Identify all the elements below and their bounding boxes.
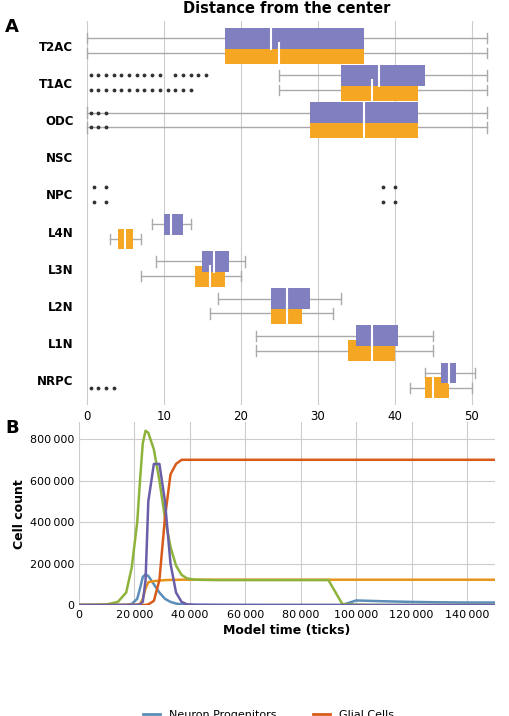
Bar	[271, 303, 302, 324]
Bar	[225, 28, 363, 49]
Bar	[340, 80, 417, 101]
Bar	[348, 340, 394, 361]
Bar	[355, 325, 398, 346]
Text: B: B	[5, 419, 19, 437]
Bar	[194, 266, 225, 286]
Bar	[309, 102, 417, 123]
Bar	[225, 43, 363, 64]
X-axis label: Model time (ticks): Model time (ticks)	[223, 624, 350, 637]
Bar	[440, 362, 456, 383]
Legend: Configuration I, Configuration II: Configuration I, Configuration II	[160, 420, 412, 442]
Bar	[163, 214, 183, 235]
Title: Distance from the center: Distance from the center	[183, 1, 390, 16]
Text: A: A	[5, 18, 19, 36]
Bar	[117, 228, 133, 249]
Y-axis label: Cell count: Cell count	[13, 479, 25, 548]
Bar	[271, 288, 309, 309]
Bar	[202, 251, 229, 272]
Legend: Neuron Progenitors, Neuron Cells, Multipotent Progenitors, Glial Cells, Glial Pr: Neuron Progenitors, Neuron Cells, Multip…	[138, 705, 434, 716]
Bar	[340, 65, 425, 86]
Bar	[309, 117, 417, 138]
Bar	[425, 377, 447, 398]
